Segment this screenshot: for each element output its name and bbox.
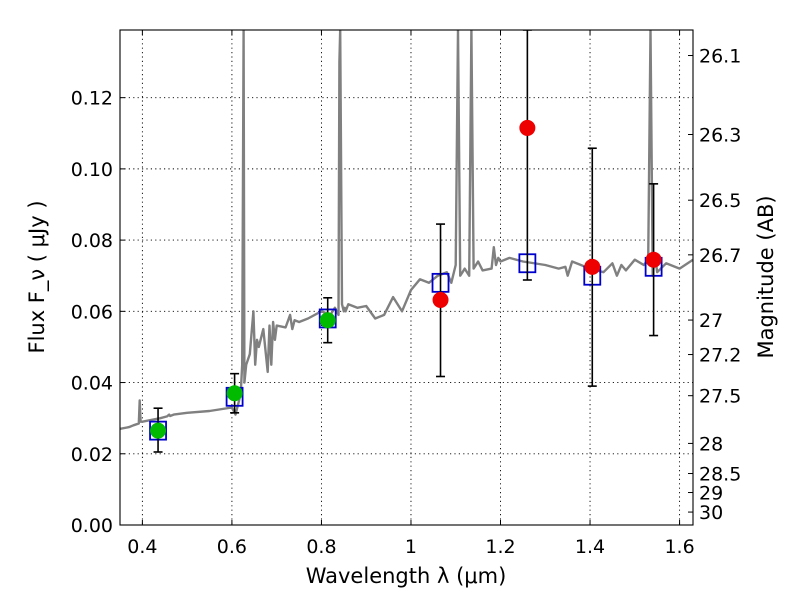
- y-tick-label: 0.10: [71, 159, 113, 181]
- plot-frame: [119, 29, 694, 526]
- mag-tick-label: 27.5: [699, 386, 741, 408]
- x-tick-label: 0.8: [306, 536, 336, 558]
- y-tick-label: 0.04: [71, 373, 113, 395]
- x-axis-title: Wavelength λ (μm): [306, 564, 507, 588]
- mag-tick-label: 28: [699, 433, 723, 455]
- y2-axis-title: Magnitude (AB): [754, 195, 778, 358]
- x-tick-label: 0.6: [217, 536, 247, 558]
- x-tick-label: 0.4: [127, 536, 157, 558]
- y-tick-label: 0.06: [71, 301, 113, 323]
- x-tick-label: 1.2: [485, 536, 515, 558]
- mag-tick-label: 30: [699, 502, 723, 524]
- observed-optical-point: [319, 312, 336, 329]
- mag-tick-label: 28.5: [699, 464, 741, 486]
- observed-nir-point: [645, 251, 662, 268]
- observed-optical-point: [150, 422, 167, 439]
- mag-tick-label: 26.5: [699, 190, 741, 212]
- observed-nir-point: [584, 258, 601, 275]
- mag-tick-label: 26.7: [699, 245, 741, 267]
- x-tick-label: 1: [405, 536, 417, 558]
- mag-tick-label: 29: [699, 483, 723, 505]
- y-tick-label: 0.08: [71, 230, 113, 252]
- x-tick-label: 1.4: [575, 536, 605, 558]
- observed-nir-point: [519, 119, 536, 136]
- mag-tick-label: 26.1: [699, 46, 741, 68]
- y-tick-label: 0.00: [71, 515, 113, 537]
- y-tick-label: 0.12: [71, 88, 113, 110]
- mag-tick-label: 26.3: [699, 125, 741, 147]
- mag-tick-label: 27: [699, 310, 723, 332]
- grid: [120, 30, 693, 525]
- observed-nir-point: [432, 291, 449, 308]
- y-axis-title: Flux F_ν ( μJy ): [25, 200, 50, 353]
- mag-tick-label: 27.2: [699, 345, 741, 367]
- observed-optical-point: [226, 385, 243, 402]
- x-tick-label: 1.6: [664, 536, 694, 558]
- plot-area: [120, 30, 693, 453]
- ticks: 0.4 0.6 0.8 1 1.2 1.4 1.6 0.00 0.02 0.04 0.06 0.08 0…: [71, 30, 741, 558]
- y-tick-label: 0.02: [71, 444, 113, 466]
